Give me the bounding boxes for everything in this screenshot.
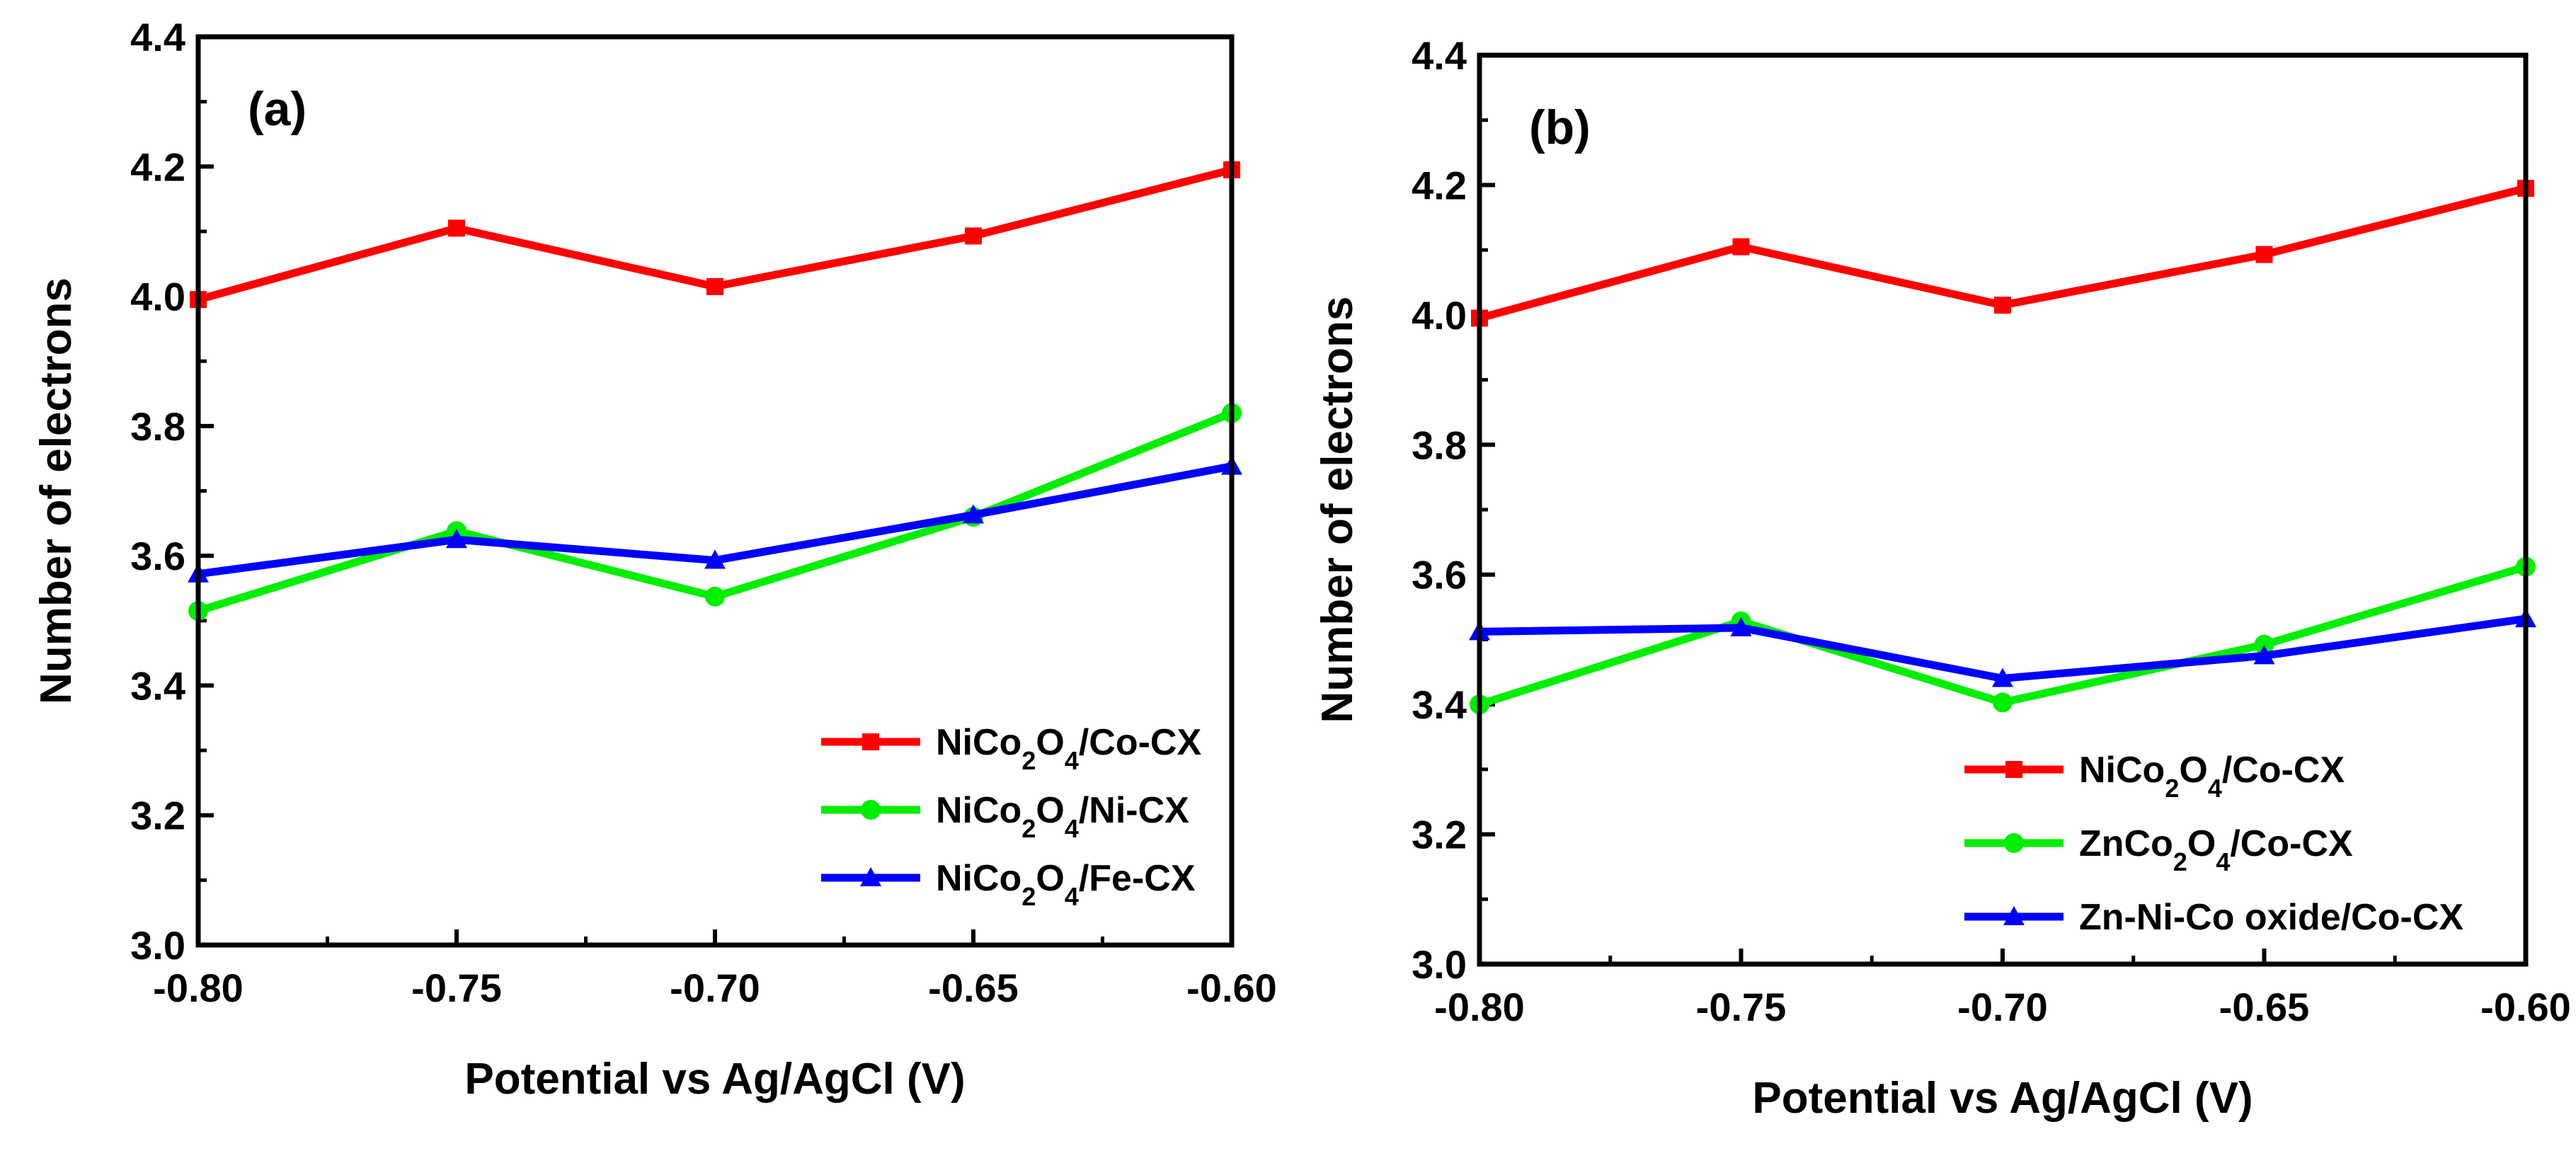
- data-point: [2254, 634, 2274, 655]
- legend-marker: [2003, 906, 2025, 925]
- data-point: [705, 586, 725, 607]
- y-axis-title: Number of electrons: [1313, 297, 1362, 723]
- legend-marker: [862, 733, 879, 750]
- legend-label: Zn-Ni-Co oxide/Co-CX: [2079, 897, 2463, 938]
- y-tick-label: 4.4: [1412, 33, 1467, 78]
- y-tick-label: 3.6: [1412, 553, 1467, 597]
- legend-label: NiCo2O4/Co-CX: [2079, 750, 2345, 803]
- y-tick-label: 3.4: [1412, 682, 1467, 727]
- plot-frame: [1477, 52, 2529, 967]
- y-tick-label: 4.2: [130, 144, 185, 189]
- legend-label: NiCo2O4/Fe-CX: [936, 858, 1196, 911]
- data-point: [963, 504, 984, 524]
- data-point: [706, 277, 723, 295]
- data-point: [965, 227, 982, 245]
- y-tick-label: 3.2: [1412, 813, 1467, 857]
- x-tick-label: -0.70: [1957, 985, 2048, 1029]
- x-tick-label: -0.65: [928, 966, 1019, 1010]
- legend-marker: [2005, 761, 2022, 778]
- y-tick-label: 3.8: [130, 404, 185, 449]
- panel-label: (a): [248, 82, 307, 136]
- data-point: [1992, 668, 2013, 687]
- y-tick-label: 4.2: [1412, 163, 1467, 207]
- x-tick-label: -0.80: [153, 966, 244, 1010]
- x-tick-label: -0.60: [1186, 966, 1277, 1010]
- x-axis-title: Potential vs Ag/AgCl (V): [464, 1055, 965, 1104]
- y-tick-label: 3.6: [130, 534, 185, 578]
- legend-label: ZnCo2O4/Co-CX: [2079, 823, 2353, 876]
- data-point: [704, 549, 726, 569]
- legend-marker: [861, 800, 881, 820]
- plot-frame: [195, 34, 1235, 948]
- data-point: [1730, 617, 1752, 636]
- legend-label: NiCo2O4/Ni-CX: [936, 790, 1189, 843]
- legend-marker: [2004, 833, 2024, 853]
- y-tick-label: 3.2: [130, 794, 185, 838]
- data-point: [446, 529, 467, 549]
- data-point: [1993, 692, 2013, 713]
- y-tick-label: 3.0: [1412, 942, 1467, 987]
- y-tick-label: 3.4: [130, 663, 185, 708]
- y-axis-title: Number of electrons: [32, 277, 81, 704]
- data-point: [2253, 645, 2275, 665]
- x-tick-label: -0.60: [2480, 985, 2571, 1029]
- panel-label: (b): [1529, 101, 1591, 154]
- series-line-1: [197, 409, 1234, 615]
- y-tick-label: 4.0: [1412, 293, 1467, 338]
- data-point: [1994, 297, 2011, 314]
- y-tick-label: 4.0: [130, 275, 185, 319]
- chart-panel-1: 3.0 3.2 3.4 3.6 3.8 4.0 4.2 4.4 -0.80 -0.75 -0.70 -…: [1313, 33, 2571, 1123]
- x-tick-label: -0.80: [1434, 985, 1525, 1029]
- data-point: [2255, 246, 2273, 263]
- x-tick-label: -0.65: [2219, 985, 2310, 1029]
- x-tick-label: -0.70: [670, 966, 760, 1010]
- legend-marker: [860, 867, 881, 886]
- chart-panel-0: 3.0 3.2 3.4 3.6 3.8 4.0 4.2 4.4 -0.80 -0.75 -0.70 -…: [32, 15, 1277, 1104]
- x-tick-label: -0.75: [1696, 985, 1787, 1029]
- y-tick-label: 4.4: [130, 15, 185, 59]
- data-point: [448, 219, 465, 237]
- data-point: [1732, 238, 1750, 256]
- x-tick-label: -0.75: [411, 966, 502, 1010]
- y-tick-label: 3.8: [1412, 423, 1467, 467]
- legend-label: NiCo2O4/Co-CX: [936, 722, 1201, 775]
- x-axis-title: Potential vs Ag/AgCl (V): [1752, 1074, 2252, 1123]
- y-tick-label: 3.0: [130, 923, 185, 968]
